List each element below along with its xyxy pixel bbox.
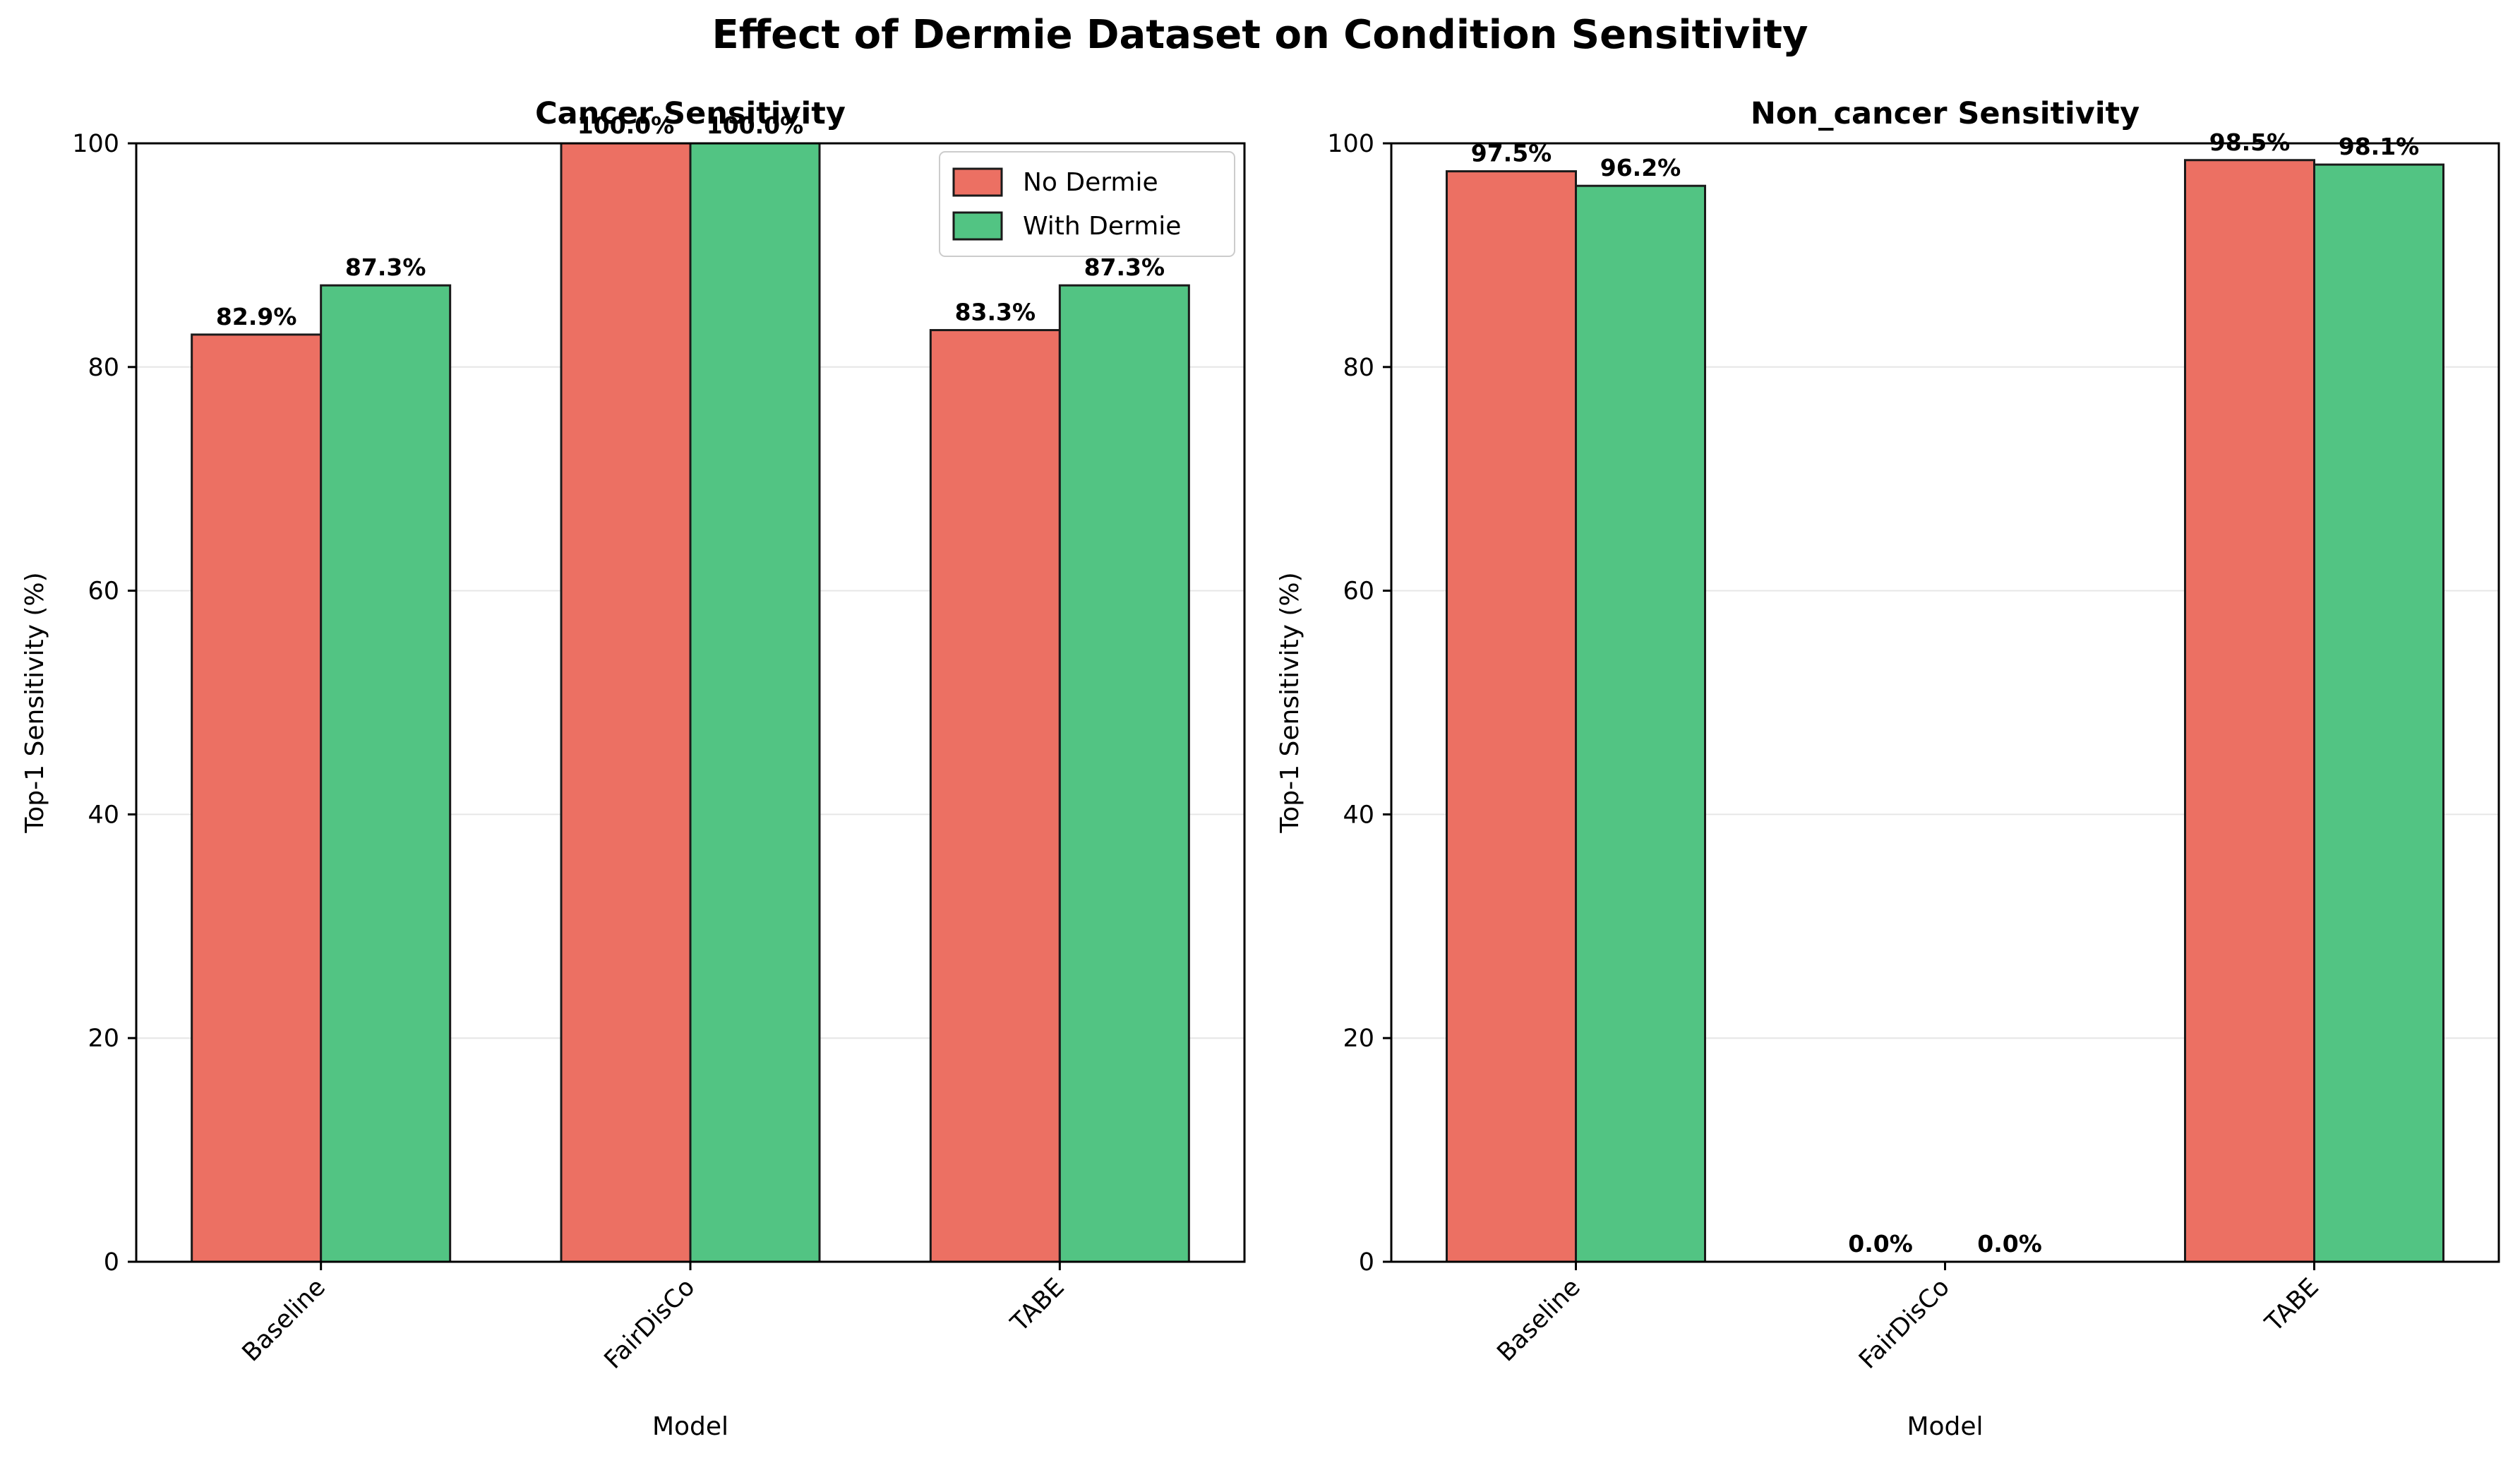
bar-value-label: 98.5%	[2209, 129, 2291, 156]
panels: 82.9% 100.0% 83.3% 87.3% 100.0% 87.3% 0 20 40 60 8…	[20, 96, 2500, 1441]
bar-value-label: 0.0%	[1848, 1230, 1913, 1258]
y-axis-label: Top-1 Sensitivity (%)	[1276, 572, 1304, 833]
y-tick-label: 0	[1359, 1248, 1374, 1277]
y-tick-label: 60	[88, 578, 119, 606]
bar-value-label: 83.3%	[955, 299, 1036, 326]
legend-entry-label: No Dermie	[1023, 168, 1158, 197]
bar-with-dermie-fairdisco	[689, 142, 821, 1263]
bar-value-label: 0.0%	[1977, 1230, 2042, 1258]
legend-box	[939, 151, 1235, 257]
chart-panel-2: 97.5%0.0%98.5%96.2%0.0%98.1%020406080100…	[1276, 96, 2500, 1441]
bar-value-label: 98.1%	[2339, 133, 2420, 160]
bar-no-dermie-baseline	[1446, 170, 1577, 1263]
legend-entry-label: With Dermie	[1023, 212, 1181, 241]
y-tick-label: 80	[88, 354, 119, 382]
bar-with-dermie-tabe	[1058, 284, 1190, 1263]
bar-value-label: 100.0%	[707, 112, 803, 139]
bar-with-dermie-tabe	[2313, 163, 2444, 1263]
y-tick-label: 80	[1343, 354, 1374, 382]
bar-value-label: 96.2%	[1600, 154, 1681, 181]
y-tick-label: 40	[1343, 801, 1374, 829]
legend-swatch	[952, 211, 1003, 241]
bar-value-label: 87.3%	[1084, 253, 1165, 281]
figure-title: Effect of Dermie Dataset on Condition Se…	[712, 12, 1808, 58]
y-tick-label: 100	[72, 130, 119, 158]
x-axis-label: Model	[652, 1412, 728, 1441]
bar-value-label: 82.9%	[216, 303, 297, 330]
y-tick-label: 0	[104, 1248, 119, 1277]
y-tick-label: 100	[1327, 130, 1374, 158]
bar-no-dermie-fairdisco	[560, 142, 692, 1263]
y-tick-label: 60	[1343, 578, 1374, 606]
legend: No Dermie With Dermie	[939, 151, 1235, 257]
bar-with-dermie-baseline	[1575, 184, 1706, 1263]
x-axis-label: Model	[1907, 1412, 1983, 1441]
legend-swatch	[952, 167, 1003, 197]
subplot-title: Non_cancer Sensitivity	[1751, 96, 2140, 131]
y-tick-label: 20	[88, 1025, 119, 1053]
bar-with-dermie-baseline	[320, 284, 452, 1263]
y-axis-label: Top-1 Sensitivity (%)	[20, 572, 49, 833]
y-tick-label: 40	[88, 801, 119, 829]
bar-no-dermie-tabe	[2184, 159, 2315, 1263]
bar-no-dermie-tabe	[929, 329, 1061, 1263]
subplot-title: Cancer Sensitivity	[535, 96, 846, 131]
bar-no-dermie-baseline	[191, 333, 323, 1263]
bar-value-label: 87.3%	[345, 253, 426, 281]
chart-panel-1: 82.9% 100.0% 83.3% 87.3% 100.0% 87.3% 0 20 40 60 8…	[20, 96, 1246, 1441]
bar-value-label: 100.0%	[577, 112, 674, 139]
y-tick-label: 20	[1343, 1025, 1374, 1053]
